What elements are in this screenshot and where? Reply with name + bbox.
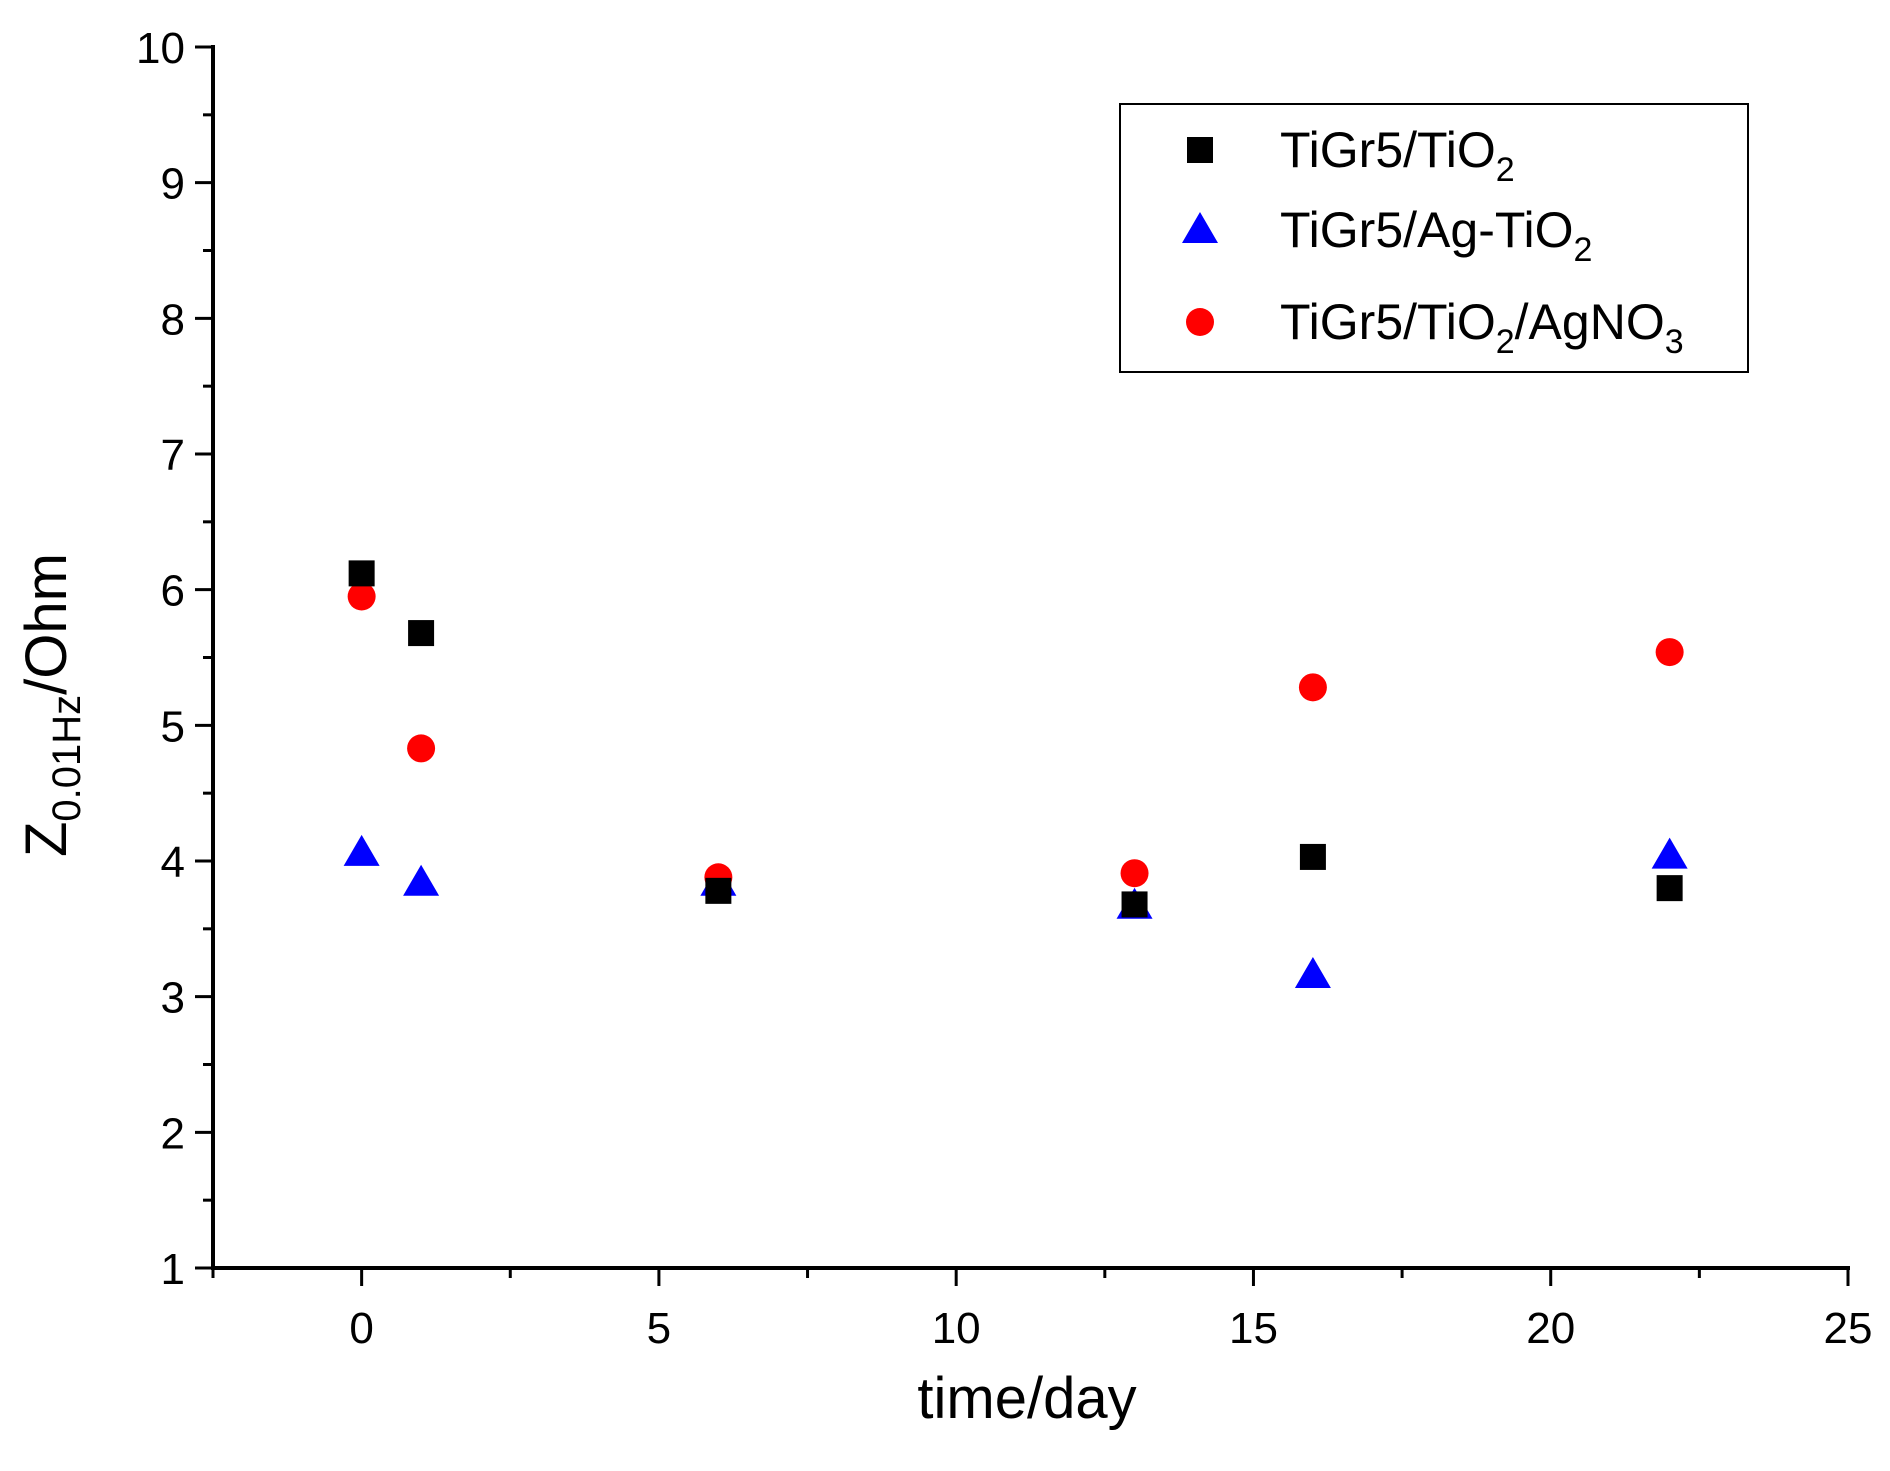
legend-marker-square [1187,137,1213,163]
legend-entry: TiGr5/Ag-TiO2 [1182,202,1592,269]
data-point-circle [1298,673,1327,702]
y-axis-label-rest: /Ohm [14,553,79,695]
y-tick-label: 10 [136,24,185,73]
data-point-triangle [343,834,380,866]
data-point-square [1121,891,1148,918]
data-marks [343,560,1688,988]
series-circle [347,582,1684,892]
data-point-triangle [1651,837,1688,869]
data-point-circle [1120,859,1149,888]
y-tick-label: 2 [161,1109,185,1158]
y-tick-label: 1 [161,1245,185,1294]
y-axis-label-main: Z [14,822,79,857]
x-tick-label: 0 [349,1304,373,1353]
y-tick-label: 9 [161,160,185,209]
legend-box [1119,103,1749,373]
legend: TiGr5/TiO2 TiGr5/Ag-TiO2 TiGr5/TiO2/AgNO3 [1119,103,1749,373]
data-point-square [348,560,375,587]
data-point-square [1656,875,1683,902]
y-tick-label: 7 [161,431,185,480]
x-axis-label: time/day [917,1366,1136,1431]
legend-marker-circle [1186,308,1214,336]
y-tick-label: 5 [161,702,185,751]
data-point-triangle [1294,956,1331,988]
y-axis-label-subscript: 0.01Hz [45,695,89,822]
data-point-circle [407,734,436,763]
y-tick-label: 6 [161,567,185,616]
legend-marker-triangle [1182,212,1218,243]
legend-label: TiGr5/TiO2 [1280,122,1515,189]
y-axis-label: Z0.01Hz/Ohm [14,553,89,857]
legend-label: TiGr5/TiO2/AgNO3 [1280,294,1684,361]
data-point-square [408,620,435,647]
series-square [348,560,1683,918]
data-point-triangle [403,864,440,896]
x-tick-label: 25 [1824,1304,1873,1353]
x-tick-label: 5 [647,1304,671,1353]
series-triangle [343,834,1688,988]
x-tick-label: 15 [1229,1304,1278,1353]
y-tick-label: 4 [161,838,185,887]
y-axis-ticks: 1 2 3 4 5 6 7 8 9 10 [136,24,213,1294]
legend-label: TiGr5/Ag-TiO2 [1280,202,1592,269]
legend-entry: TiGr5/TiO2/AgNO3 [1186,294,1684,361]
y-tick-label: 3 [161,974,185,1023]
x-tick-label: 20 [1526,1304,1575,1353]
data-point-square [705,877,732,904]
data-point-square [1299,843,1326,870]
legend-entry: TiGr5/TiO2 [1187,122,1515,189]
x-axis-ticks: 0 5 10 15 20 25 [211,1268,1873,1353]
data-point-circle [1655,638,1684,667]
data-point-circle [347,582,376,611]
y-tick-label: 8 [161,295,185,344]
x-tick-label: 10 [932,1304,981,1353]
